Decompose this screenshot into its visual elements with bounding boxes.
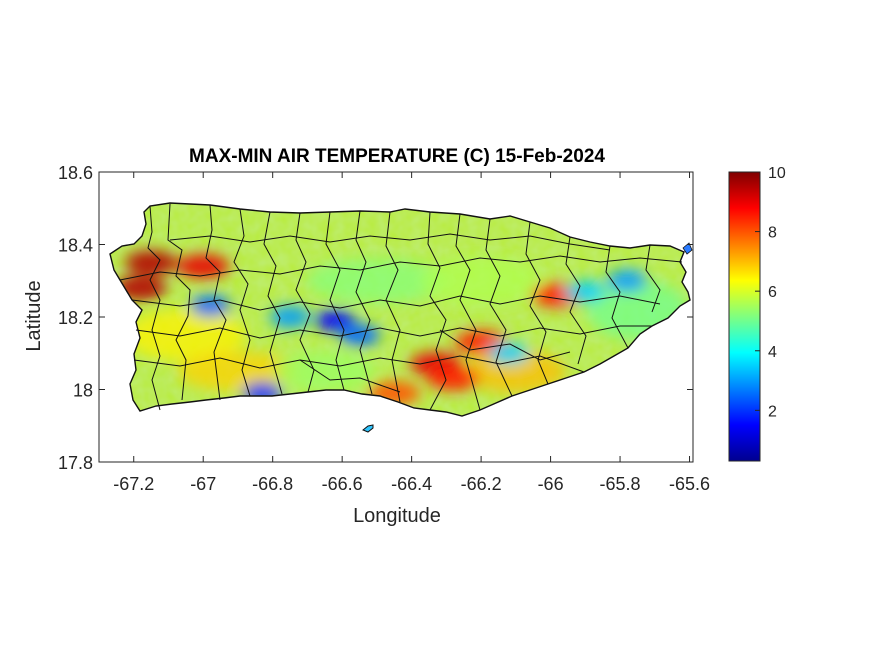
x-axis-label: Longitude — [353, 505, 441, 527]
hotspot-1 — [125, 250, 178, 275]
municipality-boundary — [565, 236, 587, 365]
municipality-boundary — [605, 245, 629, 349]
coldspot-2 — [270, 306, 311, 328]
coldspot-6 — [488, 342, 529, 365]
municipality-boundary — [133, 355, 585, 373]
x-tick-label: -66.4 — [391, 474, 432, 494]
x-tick-label: -65.8 — [600, 474, 641, 494]
y-axis-label: Latitude — [23, 280, 45, 351]
municipality-boundary — [205, 204, 227, 401]
y-tick-label: 17.8 — [58, 453, 93, 473]
coldspot-7 — [607, 269, 647, 292]
municipality-boundary — [119, 255, 683, 281]
municipality-boundary — [169, 233, 611, 251]
coldspot-3 — [315, 309, 356, 332]
caja-de-muertos-island — [362, 424, 374, 433]
y-tick-label: 18.4 — [58, 236, 93, 256]
colorbar-tick-label: 6 — [768, 284, 777, 301]
x-tick-label: -66 — [538, 474, 564, 494]
colorbar-ticks: 2 4 6 8 10 — [755, 165, 786, 420]
municipality-boundary — [427, 211, 447, 411]
municipality-boundaries — [119, 203, 683, 411]
colorbar-tick-label: 4 — [768, 344, 777, 361]
hotspot-5 — [427, 366, 480, 391]
x-tick-label: -67 — [190, 474, 216, 494]
hotspot-2 — [177, 254, 230, 279]
temperature-region-6 — [465, 349, 566, 394]
municipality-boundary — [147, 205, 161, 411]
municipality-boundary — [325, 211, 345, 391]
y-tick-label: 18.2 — [58, 308, 93, 328]
x-axis: -67.2 -67 -66.8 -66.6 -66.4 -66.2 -66 -65.8 -65.… — [113, 172, 710, 494]
y-tick-label: 18.6 — [58, 163, 93, 183]
temperature-region-7 — [274, 351, 375, 392]
colorbar — [728, 171, 761, 462]
municipality-boundary — [355, 210, 373, 395]
colorbar-tick-label: 8 — [768, 225, 777, 242]
municipality-boundary — [439, 329, 571, 361]
municipality-boundary — [299, 359, 401, 393]
municipality-boundary — [485, 218, 513, 397]
municipality-boundary — [131, 295, 661, 311]
island-coastline — [109, 202, 691, 417]
colorbar-tick-label: 2 — [768, 403, 777, 420]
municipality-boundary — [135, 325, 652, 339]
temperature-region-3 — [421, 256, 542, 305]
coldspot-1 — [190, 295, 231, 318]
chart-title: MAX-MIN AIR TEMPERATURE (C) 15-Feb-2024 — [189, 146, 605, 167]
y-axis: 17.8 18 18.2 18.4 18.6 — [58, 163, 693, 473]
x-tick-label: -66.8 — [252, 474, 293, 494]
temperature-region-5 — [177, 351, 298, 392]
municipality-boundary — [645, 244, 661, 313]
y-tick-label: 18 — [73, 381, 93, 401]
x-tick-label: -66.6 — [322, 474, 363, 494]
municipality-boundary — [455, 213, 481, 411]
municipality-boundary — [525, 221, 549, 385]
temperature-region-2 — [306, 258, 447, 303]
colorbar-tick-label: 10 — [768, 165, 786, 182]
municipality-boundary — [167, 203, 191, 401]
x-tick-label: -66.2 — [461, 474, 502, 494]
municipality-boundary — [263, 211, 283, 395]
x-tick-label: -65.6 — [669, 474, 710, 494]
municipality-boundary — [233, 208, 251, 397]
x-tick-label: -67.2 — [113, 474, 154, 494]
